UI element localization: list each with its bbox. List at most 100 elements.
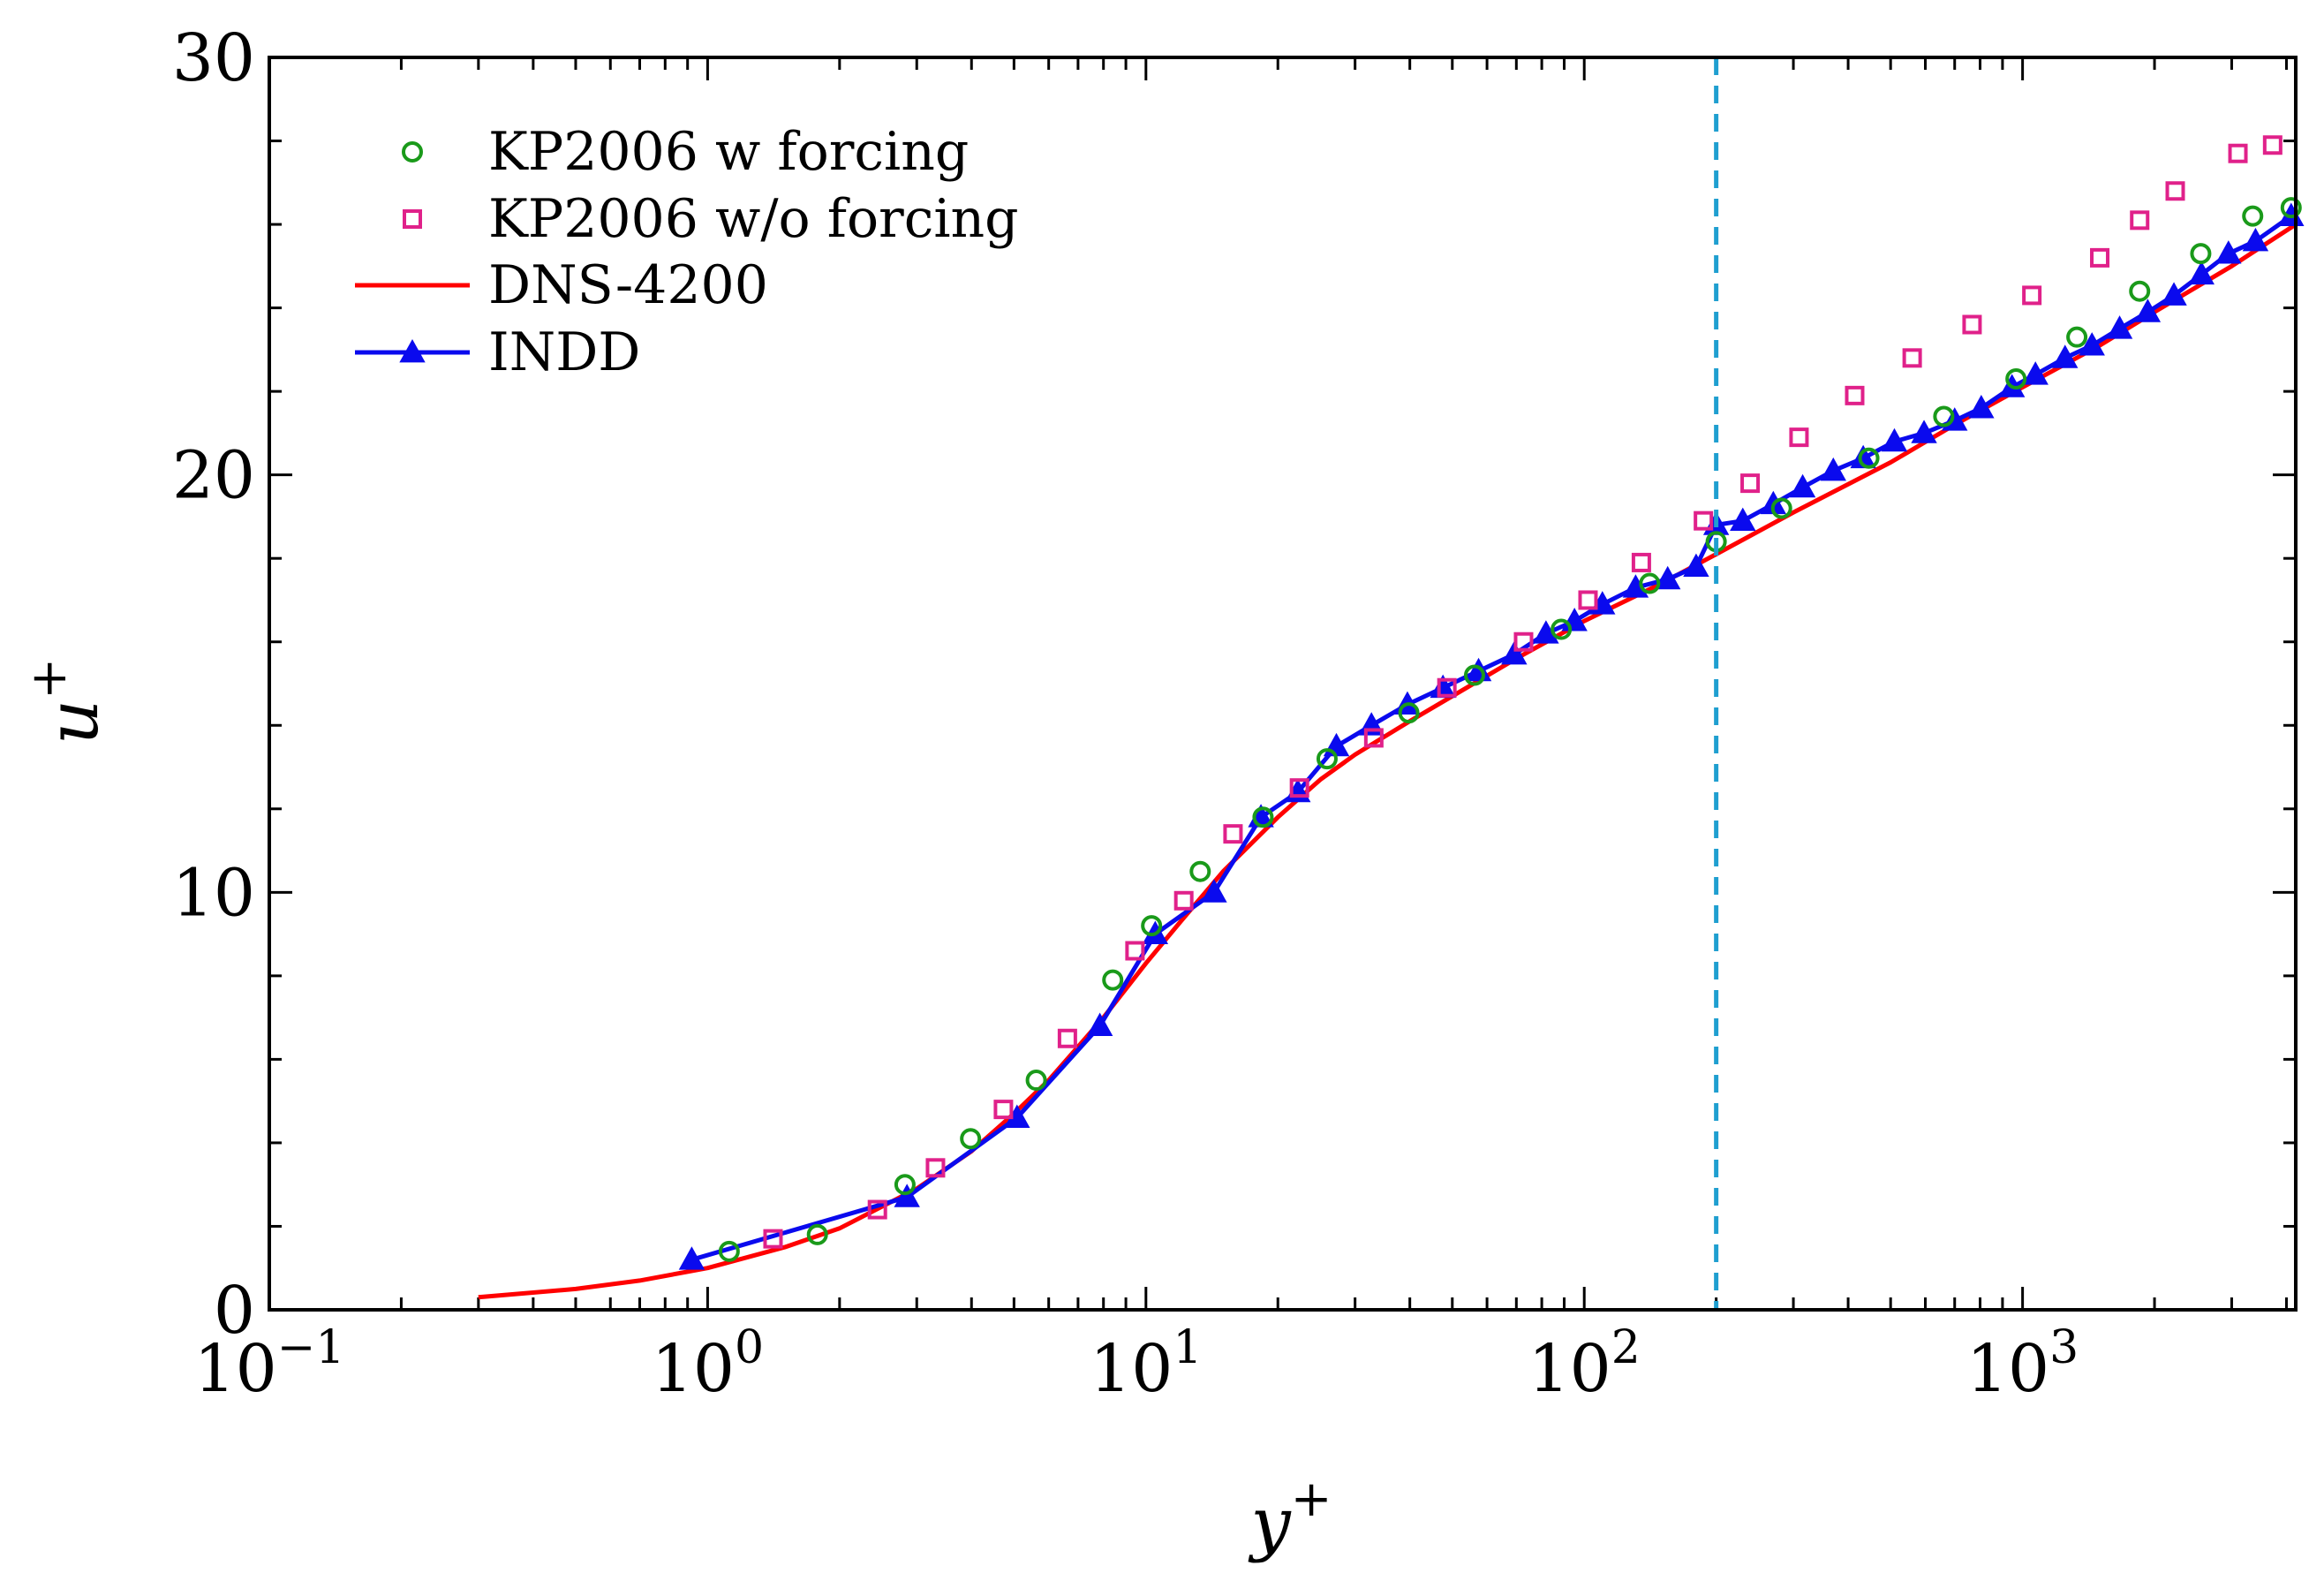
data-point-indd	[2052, 344, 2079, 368]
data-point-kp2006-w-o-forcing	[1363, 728, 1384, 748]
data-point-kp2006-w-o-forcing	[1223, 824, 1243, 844]
data-point-kp2006-w-o-forcing	[1057, 1028, 1077, 1048]
data-point-kp2006-w-o-forcing	[2090, 247, 2110, 268]
data-point-kp2006-w-forcing	[1858, 447, 1880, 469]
data-point-kp2006-w-o-forcing	[1289, 778, 1309, 798]
data-point-indd	[2106, 315, 2133, 339]
y-axis-title-group: u+	[20, 658, 114, 745]
data-point-indd	[2242, 227, 2269, 252]
axis-ticks	[268, 56, 2296, 1312]
y-tick-label: 0	[214, 1273, 255, 1349]
data-point-kp2006-w-o-forcing	[1578, 590, 1598, 610]
y-tick-label: 20	[172, 438, 255, 514]
data-point-kp2006-w-o-forcing	[2262, 135, 2282, 155]
data-point-indd	[1654, 565, 1681, 590]
legend-label-kp2006-w-o-forcing: KP2006 w/o forcing	[488, 188, 1019, 250]
data-point-kp2006-w-o-forcing	[1173, 890, 1194, 911]
legend-item-indd: INDD	[355, 321, 640, 383]
data-point-indd	[2134, 299, 2162, 322]
data-point-kp2006-w-o-forcing	[2228, 143, 2248, 163]
data-point-kp2006-w-forcing	[1398, 702, 1420, 724]
data-point-indd	[1501, 640, 1528, 665]
legend-label-dns-4200: DNS-4200	[488, 254, 768, 316]
axis-titles: y+ u+	[20, 658, 1332, 1564]
data-point-kp2006-w-forcing	[894, 1174, 916, 1196]
data-point-kp2006-w-forcing	[1551, 618, 1573, 640]
data-point-kp2006-w-o-forcing	[1962, 314, 1982, 335]
legend-label-kp2006-w-forcing: KP2006 w forcing	[488, 121, 969, 183]
data-point-kp2006-w-forcing	[1102, 969, 1124, 991]
data-point-kp2006-w-o-forcing	[2022, 285, 2042, 306]
data-point-indd	[1323, 732, 1350, 757]
data-point-kp2006-w-o-forcing	[1631, 552, 1651, 572]
series-kp2006-w-forcing	[718, 197, 2302, 1262]
data-point-indd	[2188, 261, 2215, 285]
y-axis-title: u+	[20, 658, 114, 745]
data-point-kp2006-w-o-forcing	[867, 1199, 887, 1220]
series-kp2006-w-o-forcing	[763, 135, 2282, 1249]
data-point-kp2006-w-o-forcing	[1902, 348, 1922, 368]
data-point-kp2006-w-forcing	[806, 1223, 828, 1245]
data-point-kp2006-w-forcing	[2242, 205, 2264, 227]
x-tick-label: 101	[1090, 1321, 1202, 1407]
data-point-kp2006-w-o-forcing	[763, 1229, 783, 1249]
data-point-indd	[1201, 879, 1227, 903]
data-point-kp2006-w-forcing	[1770, 497, 1792, 519]
data-point-kp2006-w-o-forcing	[1437, 677, 1457, 698]
data-point-indd	[1086, 1012, 1113, 1036]
data-point-kp2006-w-o-forcing	[2130, 210, 2150, 231]
data-point-indd	[678, 1246, 706, 1270]
x-tick-label: 100	[652, 1321, 764, 1407]
data-point-kp2006-w-forcing	[2005, 367, 2027, 389]
series-indd	[678, 202, 2305, 1270]
y-tick-label: 10	[172, 855, 255, 931]
data-point-indd	[1911, 420, 1937, 443]
data-point-kp2006-w-o-forcing	[1125, 941, 1145, 961]
data-point-kp2006-w-forcing	[718, 1240, 740, 1262]
data-point-kp2006-w-o-forcing	[993, 1100, 1014, 1120]
data-point-kp2006-w-forcing	[1189, 860, 1211, 882]
data-point-indd	[1789, 473, 1816, 498]
legend-item-dns-4200: DNS-4200	[355, 254, 768, 316]
data-point-indd	[2079, 332, 2105, 356]
legend-marker-kp2006-w-forcing	[402, 141, 423, 163]
x-tick-label: 103	[1966, 1321, 2079, 1407]
x-tick-label: 10−1	[194, 1321, 345, 1407]
data-point-kp2006-w-forcing	[1639, 572, 1661, 594]
data-point-indd	[1465, 657, 1492, 682]
data-point-kp2006-w-forcing	[2129, 280, 2151, 302]
legend-item-kp2006-w-forcing: KP2006 w forcing	[402, 121, 969, 183]
data-point-kp2006-w-forcing	[1252, 806, 1274, 828]
data-point-kp2006-w-forcing	[2066, 326, 2088, 348]
data-point-kp2006-w-o-forcing	[1740, 473, 1761, 494]
x-tick-label: 102	[1528, 1321, 1641, 1407]
data-point-indd	[1683, 553, 1709, 578]
data-point-indd	[1850, 444, 1876, 469]
data-point-kp2006-w-forcing	[1933, 405, 1955, 427]
data-point-indd	[2022, 361, 2049, 385]
data-point-kp2006-w-o-forcing	[1845, 385, 1865, 405]
data-point-kp2006-w-forcing	[1316, 748, 1338, 770]
data-point-indd	[1968, 394, 1995, 419]
plot-frame	[268, 56, 2298, 1312]
data-point-kp2006-w-forcing	[2280, 197, 2302, 219]
data-point-kp2006-w-forcing	[960, 1128, 982, 1150]
data-point-kp2006-w-o-forcing	[1694, 510, 1714, 531]
data-point-indd	[1730, 507, 1756, 532]
data-point-kp2006-w-o-forcing	[1789, 427, 1809, 448]
data-point-indd	[2161, 282, 2187, 306]
x-axis-title: y+	[1248, 1471, 1332, 1564]
data-point-indd	[1881, 427, 1908, 452]
data-point-kp2006-w-forcing	[2190, 243, 2212, 265]
data-point-kp2006-w-o-forcing	[1513, 631, 1534, 652]
tick-labels: 10−1 100 101 102 103 0 10 20 30	[172, 20, 2079, 1407]
data-point-kp2006-w-forcing	[1141, 915, 1163, 937]
legend-label-indd: INDD	[488, 321, 640, 383]
data-point-kp2006-w-forcing	[1025, 1070, 1047, 1092]
y-tick-label: 30	[172, 20, 255, 96]
data-point-kp2006-w-o-forcing	[925, 1158, 946, 1178]
legend-marker-kp2006-w-o-forcing	[403, 209, 422, 229]
data-point-indd	[1820, 457, 1846, 481]
